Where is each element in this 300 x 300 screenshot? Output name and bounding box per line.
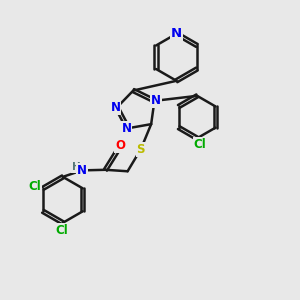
Text: Cl: Cl — [194, 138, 206, 151]
Text: N: N — [171, 27, 182, 40]
Text: Cl: Cl — [28, 180, 41, 194]
Text: H: H — [72, 162, 81, 172]
Text: N: N — [110, 101, 121, 114]
Text: N: N — [77, 164, 87, 177]
Text: O: O — [115, 139, 125, 152]
Text: N: N — [122, 122, 131, 135]
Text: S: S — [136, 143, 145, 156]
Text: N: N — [151, 94, 161, 107]
Text: Cl: Cl — [55, 224, 68, 237]
